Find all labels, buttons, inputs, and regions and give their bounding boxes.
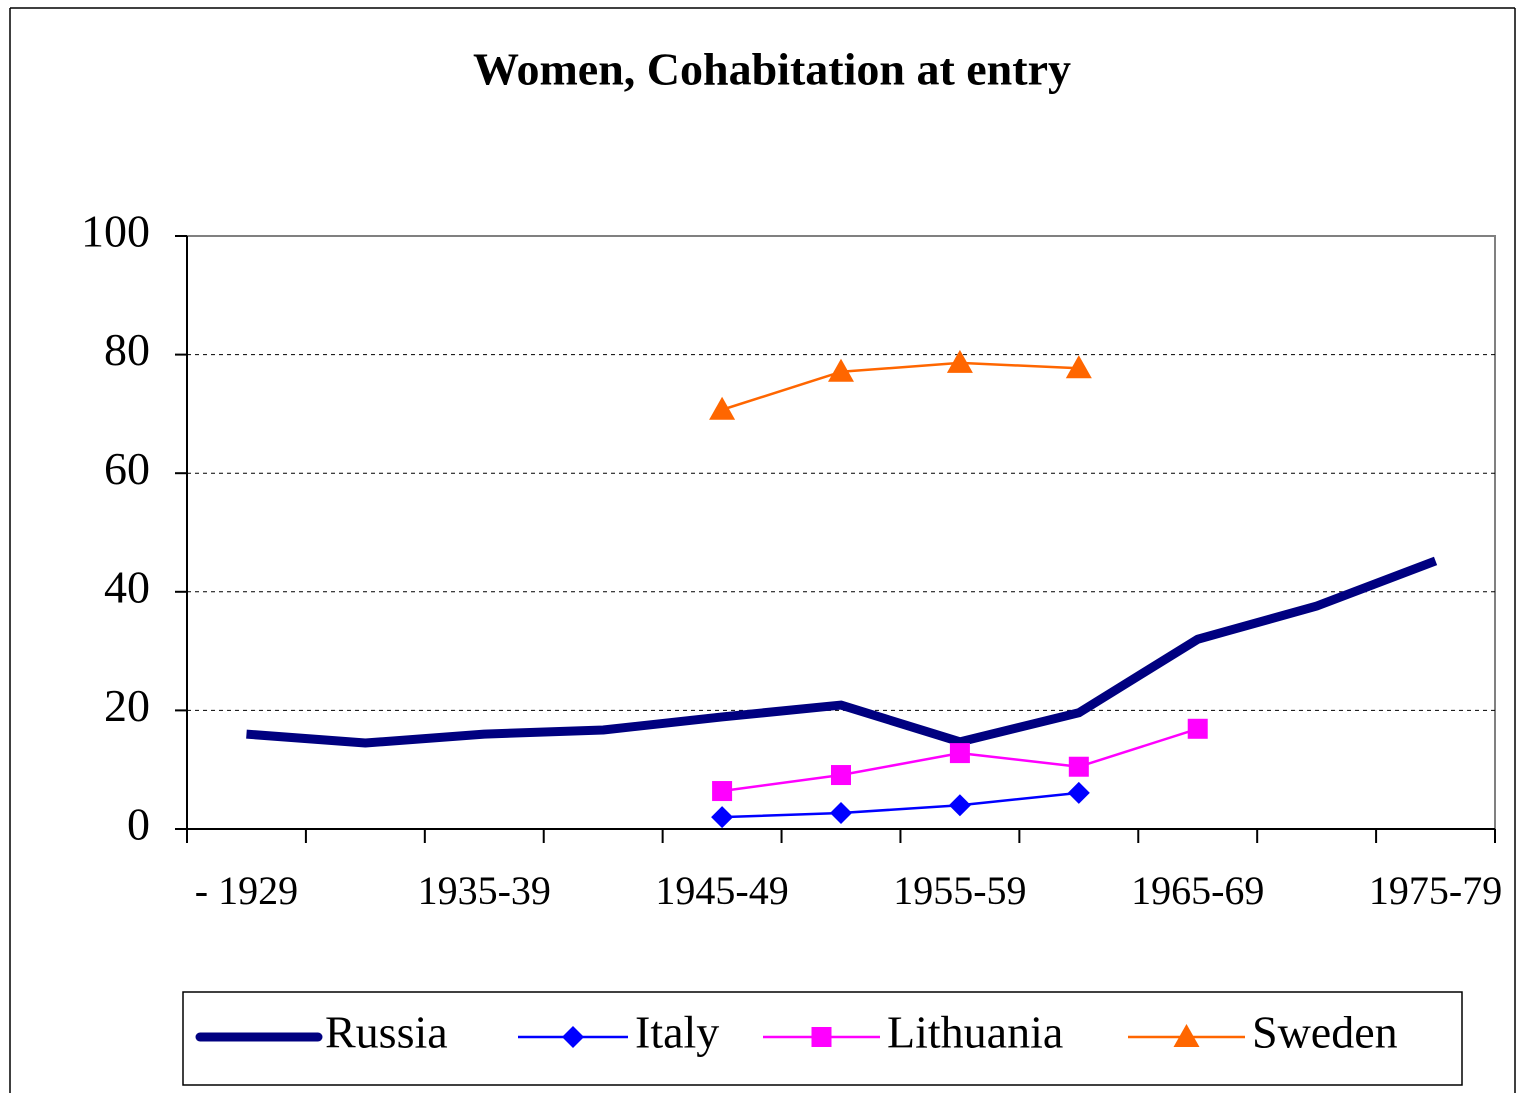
x-tick-label: 1945-49 [655,868,788,913]
series-line [246,556,1438,748]
x-tick-label: 1965-69 [1131,868,1264,913]
legend-marker [562,1026,584,1048]
data-point [831,765,851,786]
legend-label: Lithuania [887,1007,1063,1058]
x-tick-label: 1975-79 [1369,868,1502,913]
data-point [946,349,973,373]
data-point [949,743,970,764]
y-tick-label: 60 [104,443,150,494]
series-line [721,361,1079,411]
data-point [1068,756,1089,777]
legend-label: Russia [325,1007,448,1058]
x-tick-label: - 1929 [195,868,298,913]
legend-label: Italy [635,1007,719,1058]
y-tick-label: 40 [104,561,150,612]
x-tick-label: 1955-59 [893,868,1026,913]
y-tick-label: 100 [81,206,150,257]
chart-title: Women, Cohabitation at entry [473,44,1071,95]
data-point [709,396,736,420]
y-tick-label: 20 [104,680,150,731]
y-tick-label: 80 [104,324,150,375]
data-point [1065,355,1092,379]
legend-marker [811,1027,832,1047]
x-tick-label: 1935-39 [418,868,551,913]
y-tick-label: 0 [127,799,150,850]
data-point [1067,781,1090,804]
data-point [948,794,971,817]
data-point [1187,718,1208,739]
data-point [830,801,852,824]
data-point [712,781,733,802]
data-point [711,806,734,829]
legend-label: Sweden [1252,1007,1398,1058]
data-point [828,358,854,382]
legend-marker [1173,1024,1200,1047]
series-line [722,791,1079,819]
